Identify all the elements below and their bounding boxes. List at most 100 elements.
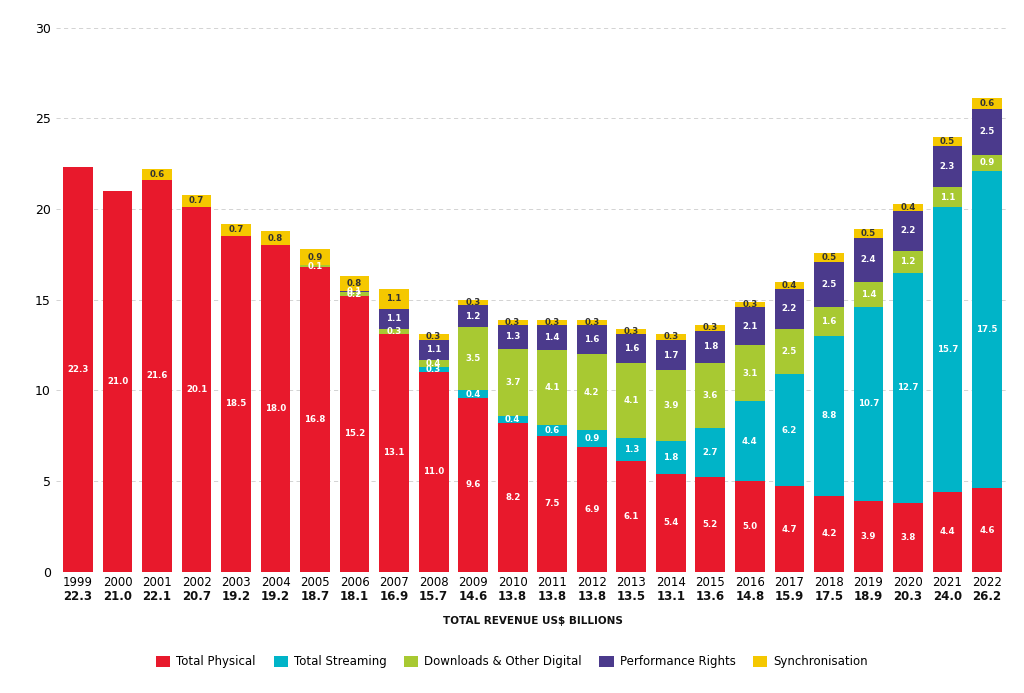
Text: 18.0: 18.0 <box>265 404 287 413</box>
Bar <box>577 319 606 325</box>
Bar <box>972 109 1001 155</box>
Bar <box>221 224 251 236</box>
Bar <box>300 249 330 265</box>
Text: 4.7: 4.7 <box>781 525 797 534</box>
Text: 0.9: 0.9 <box>584 434 599 443</box>
Text: 0.6: 0.6 <box>150 170 165 179</box>
Bar <box>854 229 883 238</box>
Text: 1.3: 1.3 <box>624 445 639 454</box>
Text: 0.1: 0.1 <box>307 262 323 271</box>
Bar <box>735 307 765 345</box>
Bar <box>774 328 804 374</box>
Text: 4.4: 4.4 <box>940 527 955 536</box>
Text: 0.9: 0.9 <box>979 158 994 167</box>
Text: 15.9: 15.9 <box>775 590 804 604</box>
Text: 0.7: 0.7 <box>228 225 244 234</box>
Text: 1.7: 1.7 <box>663 351 679 360</box>
Bar <box>538 351 567 425</box>
Bar <box>814 252 844 262</box>
Text: 3.5: 3.5 <box>466 354 481 363</box>
Text: 6.1: 6.1 <box>624 512 639 521</box>
Text: 0.3: 0.3 <box>426 365 441 374</box>
Bar <box>142 180 172 572</box>
Bar <box>656 474 686 572</box>
Bar <box>616 437 646 461</box>
Text: 1.6: 1.6 <box>821 317 837 326</box>
Bar <box>616 363 646 437</box>
Text: 10.7: 10.7 <box>858 399 879 408</box>
Text: 26.2: 26.2 <box>973 590 1001 604</box>
Text: 0.4: 0.4 <box>505 415 520 424</box>
Bar <box>893 272 923 503</box>
Text: 0.9: 0.9 <box>307 253 323 262</box>
Text: 21.0: 21.0 <box>103 590 132 604</box>
Bar <box>459 398 488 572</box>
Bar <box>459 300 488 305</box>
Bar <box>774 289 804 328</box>
Bar <box>459 390 488 398</box>
Text: 4.6: 4.6 <box>979 525 994 534</box>
Bar <box>538 425 567 436</box>
Text: 1.3: 1.3 <box>505 333 520 342</box>
Bar <box>577 430 606 446</box>
Text: 1.4: 1.4 <box>545 333 560 342</box>
Bar <box>340 290 370 292</box>
Bar <box>972 155 1001 171</box>
Text: 1.1: 1.1 <box>386 314 401 323</box>
Bar <box>854 238 883 281</box>
Text: 14.8: 14.8 <box>735 590 765 604</box>
Text: 3.6: 3.6 <box>702 392 718 401</box>
Text: 13.8: 13.8 <box>578 590 606 604</box>
Bar <box>854 307 883 501</box>
Text: 1.2: 1.2 <box>466 312 481 321</box>
Bar <box>814 495 844 572</box>
Text: 8.2: 8.2 <box>505 493 520 502</box>
Text: 2.3: 2.3 <box>940 162 955 171</box>
Bar <box>933 146 963 187</box>
Text: 0.3: 0.3 <box>624 327 639 336</box>
Bar <box>419 340 449 360</box>
Text: 0.3: 0.3 <box>584 318 599 327</box>
Bar <box>300 267 330 572</box>
Text: 0.6: 0.6 <box>979 99 994 108</box>
Text: 0.5: 0.5 <box>940 137 955 146</box>
Text: 0.3: 0.3 <box>386 327 401 336</box>
Text: 13.6: 13.6 <box>695 590 725 604</box>
Bar <box>182 207 211 572</box>
Text: 0.3: 0.3 <box>466 298 481 307</box>
Text: 6.9: 6.9 <box>584 505 599 514</box>
Text: 18.7: 18.7 <box>301 590 330 604</box>
Text: 0.4: 0.4 <box>900 203 915 212</box>
Bar <box>419 372 449 572</box>
Bar <box>340 276 370 290</box>
Text: 0.7: 0.7 <box>188 196 204 205</box>
Bar <box>893 204 923 211</box>
Bar <box>893 503 923 572</box>
Text: 0.6: 0.6 <box>545 426 560 435</box>
Text: 24.0: 24.0 <box>933 590 962 604</box>
Text: 3.7: 3.7 <box>505 378 520 387</box>
Bar <box>300 265 330 267</box>
Text: 0.8: 0.8 <box>347 279 362 288</box>
Bar <box>261 245 291 572</box>
Text: 3.8: 3.8 <box>900 533 915 542</box>
Text: 1.1: 1.1 <box>940 193 955 202</box>
Text: 17.5: 17.5 <box>814 590 844 604</box>
Text: 1.2: 1.2 <box>900 257 915 266</box>
Text: 15.7: 15.7 <box>937 345 958 354</box>
Text: 18.5: 18.5 <box>225 399 247 408</box>
Text: 16.9: 16.9 <box>380 590 409 604</box>
Bar <box>498 423 527 572</box>
Bar <box>735 481 765 572</box>
Bar <box>379 289 409 309</box>
Text: 0.3: 0.3 <box>702 324 718 333</box>
Bar <box>182 195 211 207</box>
Text: 5.2: 5.2 <box>702 520 718 529</box>
Bar <box>221 236 251 572</box>
Text: 6.2: 6.2 <box>781 426 797 435</box>
Bar <box>498 325 527 349</box>
Text: 3.9: 3.9 <box>664 401 679 410</box>
Text: 0.4: 0.4 <box>781 281 797 290</box>
Text: 4.2: 4.2 <box>821 529 837 538</box>
Bar <box>538 319 567 325</box>
